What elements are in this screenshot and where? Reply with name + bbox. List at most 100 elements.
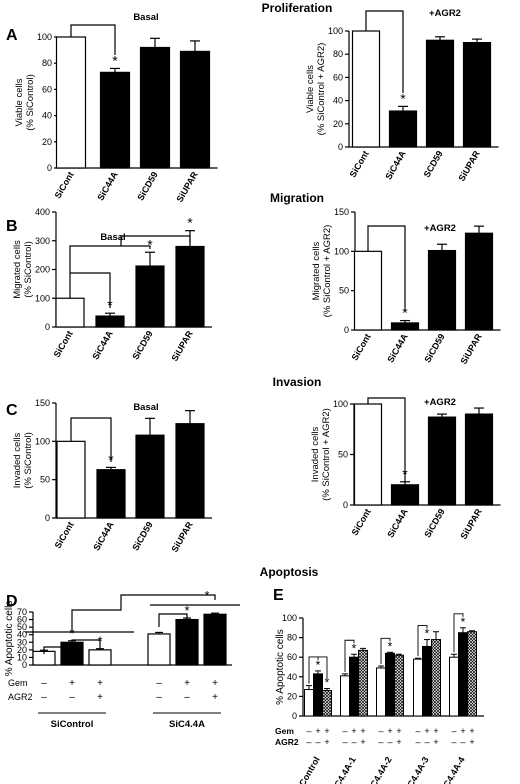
group-label: SiC4.4A-3	[401, 755, 431, 784]
x-tick-label: SiCont	[53, 170, 76, 200]
y-tick-label: 0	[22, 660, 27, 670]
bar	[349, 656, 359, 717]
condition-mark: –	[306, 726, 311, 736]
y-tick-label: 300	[35, 236, 50, 246]
condition-mark: +	[469, 726, 474, 736]
bar-sicont	[353, 250, 383, 331]
x-tick-label: SiCont	[53, 520, 76, 550]
y-tick-label: 100	[37, 32, 52, 42]
bar	[203, 613, 227, 666]
y-tick-label: 0	[344, 325, 349, 335]
bar-sicont	[353, 403, 383, 506]
y-tick-label: 150	[35, 398, 50, 408]
bar-sicont	[55, 297, 85, 328]
y-tick-label: 10	[17, 652, 27, 662]
x-tick-label: SiUPAR	[169, 520, 195, 554]
significance-bracket	[344, 639, 355, 672]
bar-sicd59	[139, 46, 171, 169]
significance-star: *	[112, 52, 118, 68]
condition-mark: +	[360, 726, 365, 736]
condition-mark: +	[433, 726, 438, 736]
chart-title: Basal	[133, 402, 158, 413]
y-tick-label: 20	[42, 137, 52, 147]
condition-mark: –	[378, 726, 383, 736]
bar	[413, 658, 423, 717]
bar-sic44a	[96, 469, 126, 519]
y-axis-label: (% SiControl)	[23, 432, 34, 489]
significance-bracket	[43, 646, 73, 654]
group-label: SiC4.4A-1	[328, 755, 358, 784]
significance-bracket	[120, 235, 191, 246]
condition-mark: –	[451, 726, 456, 736]
significance-star: *	[400, 90, 406, 106]
bar	[147, 633, 171, 666]
y-axis-label: % Apoptotic cells	[4, 601, 15, 677]
bar-siupar	[179, 50, 211, 169]
condition-mark: +	[315, 726, 320, 736]
chart-c2: 0 50 100 Invaded cells (% SiControl + AGR2) S…	[310, 397, 501, 541]
bar-siupar	[464, 413, 494, 506]
significance-star: *	[69, 626, 74, 641]
bar-sic44a	[95, 315, 125, 328]
y-axis-label: (% SiControl + AGR2)	[322, 225, 333, 318]
bar	[340, 675, 350, 717]
section-title-invasion: Invasion	[273, 375, 322, 389]
significance-bracket	[70, 24, 116, 55]
significance-bracket	[69, 245, 151, 273]
bar-siupar	[462, 41, 492, 148]
panel-letter-a: A	[6, 27, 18, 44]
y-axis-label: Invaded cells	[310, 427, 321, 483]
significance-bracket	[380, 637, 391, 665]
significance-star: *	[316, 658, 321, 672]
significance-star: *	[184, 603, 189, 618]
x-tick-label: SiUPAR	[174, 170, 200, 204]
significance-bracket	[71, 594, 216, 632]
y-tick-label: 70	[17, 607, 27, 617]
y-tick-label: 0	[343, 500, 348, 510]
y-axis-label: % Apoptotic cells	[275, 629, 286, 705]
y-tick-label: 60	[17, 615, 27, 625]
x-tick-label: SiUPAR	[169, 329, 195, 363]
y-tick-label: 50	[40, 475, 50, 485]
x-tick-label: SiC44A	[385, 507, 410, 540]
condition-mark: +	[184, 678, 190, 689]
x-tick-label: SCD59	[422, 149, 445, 179]
panel-letter-b: B	[6, 218, 18, 235]
significance-bracket	[69, 272, 111, 308]
bar-siupar	[175, 245, 205, 328]
group-label: SiControl	[293, 755, 322, 784]
y-tick-label: 20	[17, 645, 27, 655]
bar	[449, 656, 459, 717]
y-tick-label: 60	[287, 652, 297, 662]
y-tick-label: 80	[287, 633, 297, 643]
y-tick-label: 50	[17, 622, 27, 632]
condition-mark: +	[396, 726, 401, 736]
bar	[175, 618, 199, 666]
bar	[304, 689, 314, 717]
condition-mark: –	[156, 692, 162, 703]
section-title-migration: Migration	[270, 191, 324, 205]
y-tick-label: 40	[333, 96, 343, 106]
bar	[313, 673, 323, 717]
y-tick-label: 100	[35, 436, 50, 446]
x-tick-label: SiCont	[350, 332, 373, 362]
chart-b2: 0 50 100 150 Migrated cells (% SiControl + AG…	[311, 207, 501, 366]
x-tick-label: SiCD59	[135, 170, 159, 202]
bar	[458, 632, 468, 717]
condition-mark: +	[469, 737, 474, 747]
condition-mark: –	[342, 737, 347, 747]
section-title-proliferation: Proliferation	[262, 1, 333, 15]
bar-scd59	[425, 39, 455, 148]
y-tick-label: 80	[333, 49, 343, 59]
bar-sicont	[351, 30, 381, 148]
bar	[88, 649, 112, 666]
x-tick-label: SiC44A	[95, 170, 120, 203]
x-tick-label: SiCD59	[422, 332, 446, 364]
condition-label: Gem	[275, 726, 294, 736]
x-tick-label: SiCont	[348, 149, 371, 179]
y-tick-label: 60	[333, 72, 343, 82]
panel-letter-d: D	[6, 593, 18, 610]
section-title-apoptosis: Apoptosis	[260, 565, 319, 579]
condition-mark: +	[460, 726, 465, 736]
